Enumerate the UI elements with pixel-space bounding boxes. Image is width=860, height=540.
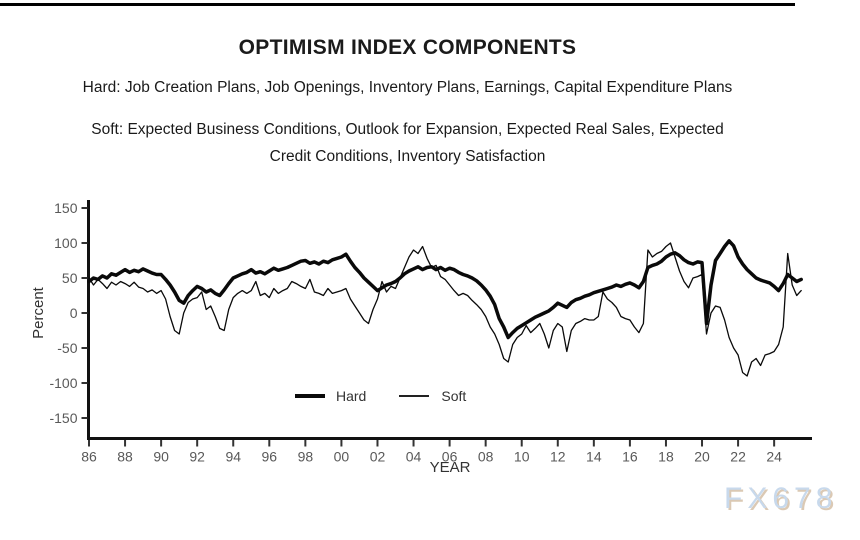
svg-text:86: 86: [81, 449, 97, 465]
svg-text:18: 18: [658, 449, 674, 465]
chart-legend: Hard Soft: [295, 388, 466, 404]
svg-text:-100: -100: [49, 375, 77, 391]
svg-text:150: 150: [54, 200, 78, 216]
svg-text:88: 88: [117, 449, 133, 465]
svg-text:08: 08: [478, 449, 494, 465]
svg-text:-50: -50: [57, 340, 77, 356]
legend-label-soft: Soft: [441, 388, 467, 404]
subtitle-soft-components: Soft: Expected Business Conditions, Outl…: [0, 116, 815, 170]
soft-line-swatch: [399, 395, 430, 397]
chart-title: OPTIMISM INDEX COMPONENTS: [238, 36, 577, 59]
svg-text:14: 14: [586, 449, 602, 465]
top-divider-line: [0, 3, 795, 6]
svg-text:96: 96: [262, 449, 278, 465]
y-axis-title: Percent: [30, 287, 47, 339]
svg-text:90: 90: [153, 449, 169, 465]
legend-label-hard: Hard: [336, 388, 367, 404]
svg-text:12: 12: [550, 449, 566, 465]
svg-text:22: 22: [730, 449, 746, 465]
svg-text:94: 94: [225, 449, 241, 465]
svg-text:0: 0: [70, 305, 78, 321]
svg-text:92: 92: [189, 449, 205, 465]
svg-text:50: 50: [62, 270, 78, 286]
svg-text:10: 10: [514, 449, 530, 465]
svg-text:24: 24: [766, 449, 782, 465]
svg-text:00: 00: [334, 449, 350, 465]
watermark-fx678: FX678: [724, 482, 838, 515]
svg-text:98: 98: [298, 449, 314, 465]
svg-text:02: 02: [370, 449, 386, 465]
x-axis-title: YEAR: [429, 459, 471, 476]
svg-text:16: 16: [622, 449, 638, 465]
svg-text:100: 100: [54, 235, 78, 251]
svg-text:-150: -150: [49, 410, 77, 426]
subtitle-hard-components: Hard: Job Creation Plans, Job Openings, …: [82, 79, 733, 96]
subtitle-soft-line2: Credit Conditions, Inventory Satisfactio…: [269, 148, 546, 165]
svg-text:06: 06: [442, 449, 458, 465]
hard-line-swatch: [295, 394, 325, 398]
subtitle-soft-line1: Soft: Expected Business Conditions, Outl…: [91, 121, 724, 138]
svg-text:04: 04: [406, 449, 422, 465]
svg-text:20: 20: [694, 449, 710, 465]
